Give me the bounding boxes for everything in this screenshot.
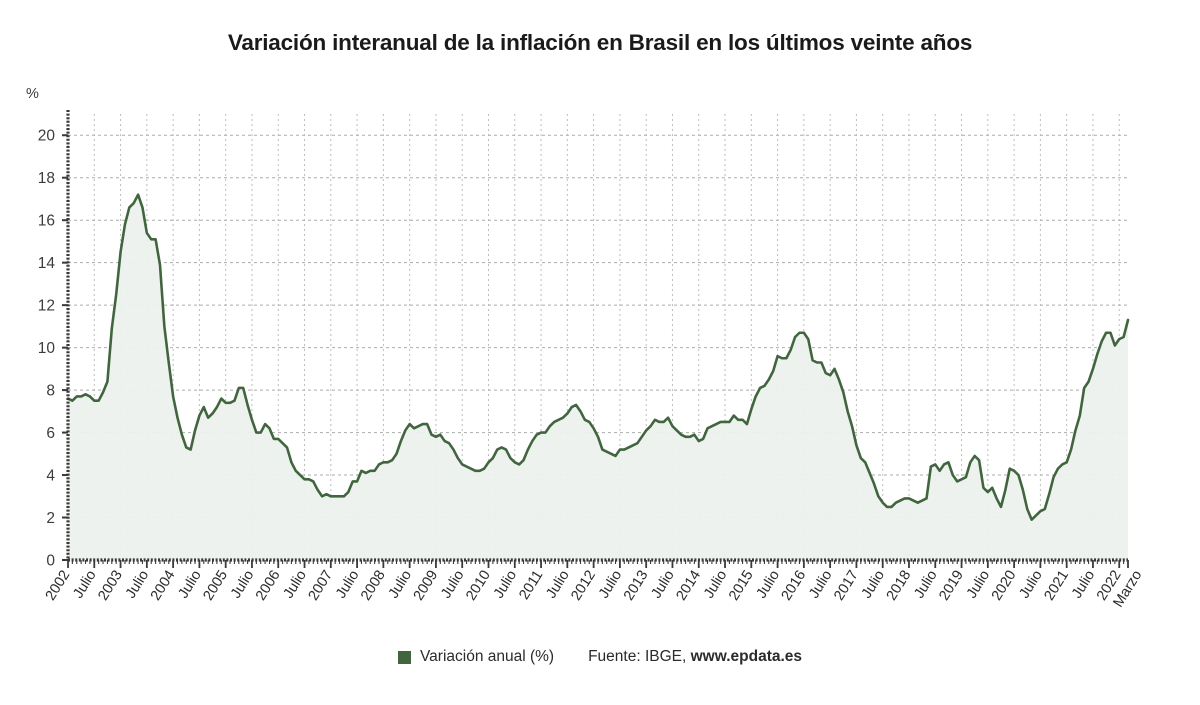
source-attribution: Fuente: IBGE, www.epdata.es [588,648,802,666]
y-tick-labels: 0 2 4 6 8 10 12 14 16 18 20 [38,128,56,570]
x-tick-label: Julio [491,568,520,602]
x-tick-labels: 2002Julio2003Julio2004Julio2005Julio2006… [43,568,1146,611]
x-tick-label: 2012 [568,568,599,604]
y-tick-label: 8 [46,383,55,400]
x-tick-label: Julio [543,568,572,602]
legend-swatch-icon [397,650,411,664]
y-tick-label: 18 [38,170,55,187]
x-tick-label: 2011 [516,568,546,603]
y-tick-label: 4 [46,468,55,485]
x-tick-label: Julio [648,568,677,602]
x-tick-label: 2018 [884,568,915,604]
source-prefix: Fuente: IBGE, [588,648,691,665]
x-tick-label: 2021 [1041,568,1072,604]
x-tick-label: 2016 [779,568,810,604]
page-title: Variación interanual de la inflación en … [227,30,973,55]
y-tick-label: 10 [38,340,56,357]
x-tick-label: Julio [596,568,625,602]
area-fill [68,194,1128,560]
x-tick-label: Julio [859,568,888,602]
legend-item-variacion-anual[interactable]: Variación anual (%) [397,648,555,666]
y-tick-label: 6 [46,425,55,442]
x-tick-label: 2020 [989,568,1020,604]
source-site: www.epdata.es [690,648,803,665]
x-tick-label: Julio [964,568,993,602]
x-tick-label: Julio [386,568,415,602]
x-tick-label: Julio [806,568,835,602]
series-line [66,193,1130,521]
x-tick-label: 2004 [148,568,179,604]
x-tick-label: Julio [438,568,467,602]
y-tick-label: 14 [38,255,56,272]
x-tick-label: Julio [175,568,204,602]
y-axis-unit-label: % [26,86,39,102]
x-tick-label: 2003 [95,568,126,604]
x-tick-label: Julio [281,568,310,602]
x-tick-label: 2013 [621,568,652,604]
x-tick-label: 2007 [306,568,337,604]
y-tick-label: 0 [46,553,55,570]
y-tick-label: 12 [38,298,55,315]
x-tick-label: 2002 [43,568,74,604]
x-tick-label: Julio [701,568,730,602]
legend-label: Variación anual (%) [419,648,555,665]
x-tick-label: 2010 [463,568,494,604]
y-tick-label: 16 [38,213,55,230]
x-tick-label: Julio [123,568,152,602]
x-tick-label: 2009 [411,568,442,604]
x-tick-label: Julio [70,568,99,602]
x-tick-label: 2006 [253,568,284,604]
x-tick-label: 2008 [358,568,389,604]
x-tick-label: 2014 [673,568,704,604]
x-tick-label: Julio [1016,568,1045,602]
x-tick-label: Julio [228,568,257,602]
x-tick-label: 2019 [936,568,967,604]
x-tick-label: Julio [1069,568,1098,602]
x-tick-label: Julio [333,568,362,602]
y-tick-label: 2 [46,510,55,527]
x-tick-label: Julio [754,568,783,602]
x-tick-label: Julio [911,568,940,602]
x-tick-label: 2005 [200,568,231,604]
axes [62,110,1129,568]
x-tick-label: 2017 [831,568,862,604]
chart-footer: Variación anual (%) Fuente: IBGE, www.ep… [0,648,1200,666]
x-tick-label: 2015 [726,568,757,604]
y-tick-label: 20 [38,128,56,145]
